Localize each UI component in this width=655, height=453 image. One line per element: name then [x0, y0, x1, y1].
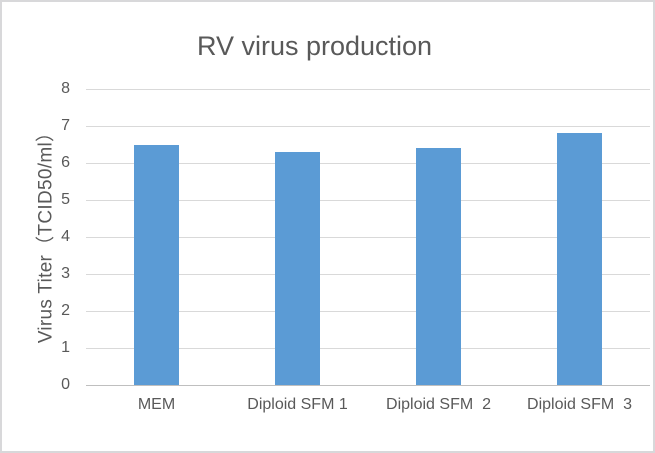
bar-diploid-sfm-2	[416, 148, 461, 385]
y-tick-label: 6	[61, 154, 70, 171]
bar-mem	[134, 144, 179, 385]
y-tick-label: 4	[61, 228, 70, 245]
plot-area	[86, 89, 650, 386]
y-tick-label: 5	[61, 191, 70, 208]
gridline	[86, 126, 650, 127]
chart-title: RV virus production	[196, 31, 433, 61]
x-category-label-mem: MEM	[137, 396, 176, 413]
bar-diploid-sfm-3	[557, 133, 602, 385]
y-tick-label: 2	[61, 302, 70, 319]
gridline	[86, 200, 650, 201]
y-tick-label: 0	[61, 376, 70, 393]
y-tick-label: 8	[61, 80, 70, 97]
x-category-label-diploid-sfm-3: Diploid SFM 3	[527, 396, 632, 413]
gridline	[86, 311, 650, 312]
gridline	[86, 163, 650, 164]
y-tick-label: 1	[61, 339, 70, 356]
y-tick-label: 7	[61, 117, 70, 134]
gridline	[86, 348, 650, 349]
y-tick-label: 3	[61, 265, 70, 282]
x-category-label-diploid-sfm-1: Diploid SFM 1	[247, 396, 348, 413]
gridline	[86, 89, 650, 90]
gridline	[86, 274, 650, 275]
x-category-label-diploid-sfm-2: Diploid SFM 2	[386, 396, 491, 413]
bar-diploid-sfm-1	[275, 151, 320, 385]
gridline	[86, 237, 650, 238]
